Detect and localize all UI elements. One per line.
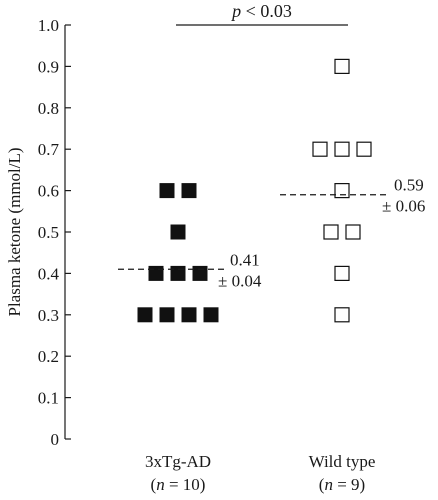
data-points (137, 58, 372, 323)
mean-label: 0.41 (230, 250, 260, 269)
data-point-filled-square (159, 183, 175, 199)
data-point-filled-square (203, 307, 219, 323)
data-point-filled-square (159, 307, 175, 323)
data-point-filled-square (148, 265, 164, 281)
data-point-filled-square (137, 307, 153, 323)
y-axis-label: Plasma ketone (mmol/L) (5, 147, 24, 316)
data-point-filled-square (170, 224, 186, 240)
y-tick-label: 0.3 (38, 306, 59, 325)
data-point-open-square (334, 307, 350, 323)
y-tick-label: 1.0 (38, 16, 59, 35)
category-label: 3xTg-AD (145, 452, 211, 471)
data-point-open-square (356, 141, 372, 157)
data-point-open-square (334, 58, 350, 75)
data-point-filled-square (170, 265, 186, 281)
y-tick-label: 0.2 (38, 347, 59, 366)
data-point-open-square (345, 224, 361, 240)
data-point-open-square (323, 224, 339, 240)
data-point-open-square (312, 141, 328, 157)
category-n-label: (n = 9) (319, 475, 365, 494)
data-point-open-square (334, 183, 350, 199)
y-tick-label: 0.7 (38, 140, 60, 159)
data-point-open-square (334, 265, 350, 281)
y-tick-label: 0 (51, 430, 60, 449)
data-point-open-square (334, 141, 350, 157)
y-tick-label: 0.9 (38, 57, 59, 76)
y-tick-label: 0.5 (38, 223, 59, 242)
y-tick-label: 0.8 (38, 99, 59, 118)
category-label: Wild type (309, 452, 376, 471)
data-point-filled-square (181, 183, 197, 199)
y-ticks: 0 0.1 0.2 0.3 0.4 0.5 0.6 0.7 0.8 0.9 1.0 (38, 16, 71, 449)
data-point-filled-square (181, 307, 197, 323)
y-tick-label: 0.1 (38, 389, 59, 408)
category-n-label: (n = 10) (151, 475, 206, 494)
sem-label: ± 0.04 (218, 271, 262, 290)
significance-label: p < 0.03 (230, 1, 292, 21)
significance-bracket: p < 0.03 (176, 1, 348, 26)
mean-lines: 0.41 ± 0.04 0.59 ± 0.06 (118, 176, 425, 290)
category-labels: 3xTg-AD (n = 10) Wild type (n = 9) (145, 452, 375, 494)
y-tick-label: 0.6 (38, 182, 59, 201)
sem-label: ± 0.06 (382, 197, 425, 216)
mean-label: 0.59 (394, 176, 424, 195)
data-point-filled-square (192, 265, 208, 281)
y-tick-label: 0.4 (38, 264, 60, 283)
